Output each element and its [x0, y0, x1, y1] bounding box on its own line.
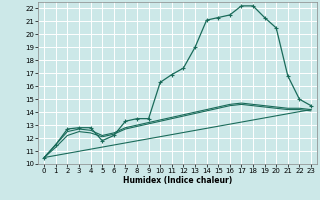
X-axis label: Humidex (Indice chaleur): Humidex (Indice chaleur)	[123, 176, 232, 185]
